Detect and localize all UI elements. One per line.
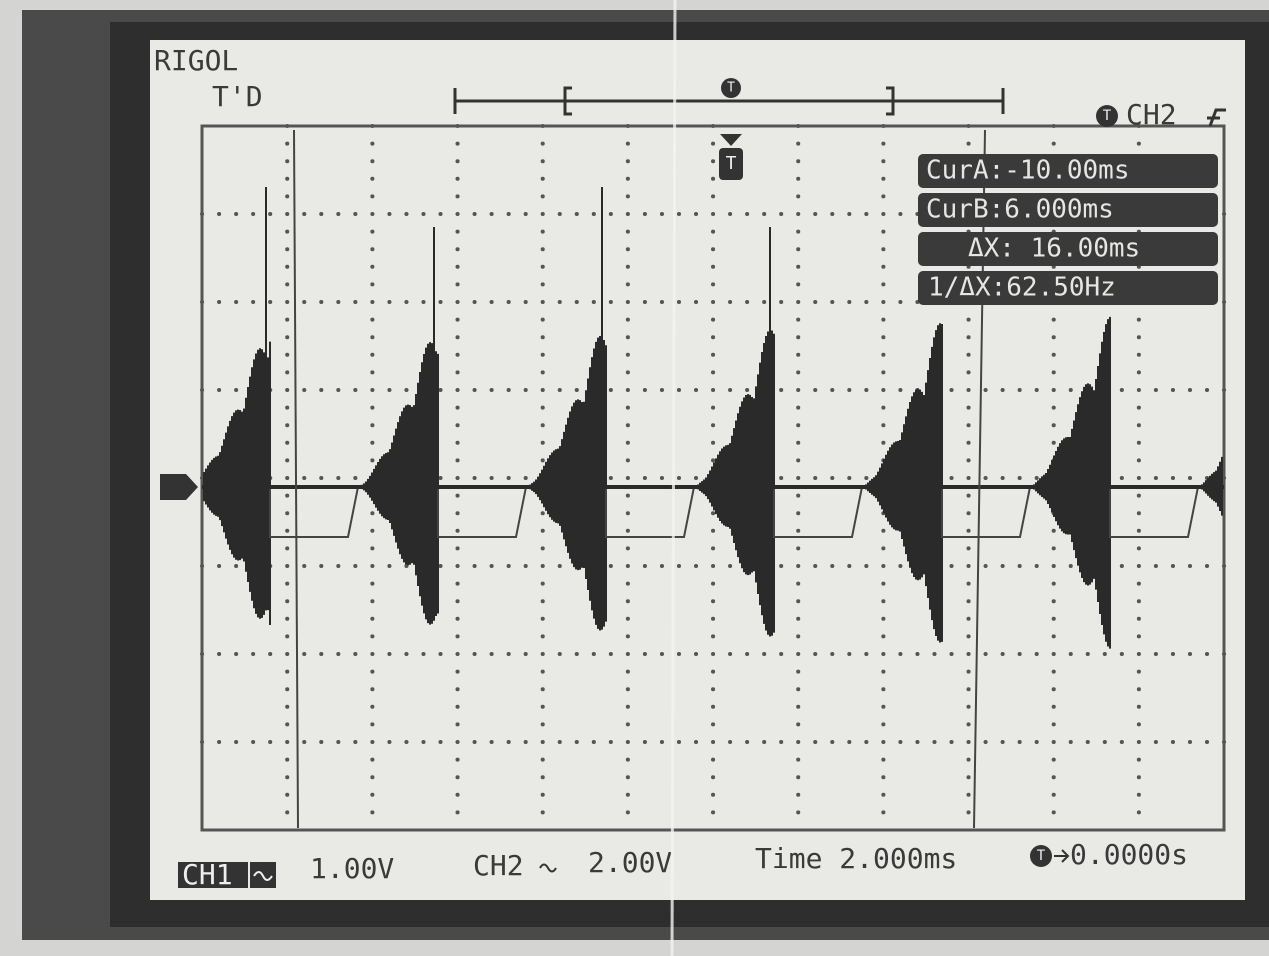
trigger-level-letter: T [726, 153, 737, 174]
timebase: Time 2.000ms [755, 842, 957, 875]
ch1-scale: 1.00V [310, 852, 394, 885]
trigger-source-letter: T [1103, 108, 1112, 124]
delta-x: ΔX: 16.00ms [968, 234, 1140, 264]
page: RIGOL T'D T T CH2 T CurA:-10.00ms CurB:6… [0, 0, 1269, 956]
cursor-a: CurA:-10.00ms [926, 156, 1130, 186]
ch2-scale: 2.00V [588, 846, 672, 879]
run-status: T'D [212, 80, 263, 113]
ch2-label: CH2 [473, 849, 524, 882]
ch1-label: CH1 [182, 858, 233, 891]
trigger-pos-letter: T [727, 81, 735, 96]
cursor-b: CurB:6.000ms [926, 195, 1114, 225]
trigger-offset: 0.0000s [1070, 838, 1188, 871]
brand: RIGOL [154, 44, 238, 77]
trigger-offset-letter: T [1037, 848, 1046, 864]
inverse-delta-x: 1/ΔX:62.50Hz [928, 273, 1116, 303]
trigger-source: CH2 [1126, 98, 1177, 131]
oscilloscope-photo: RIGOL T'D T T CH2 T CurA:-10.00ms CurB:6… [0, 0, 1269, 956]
